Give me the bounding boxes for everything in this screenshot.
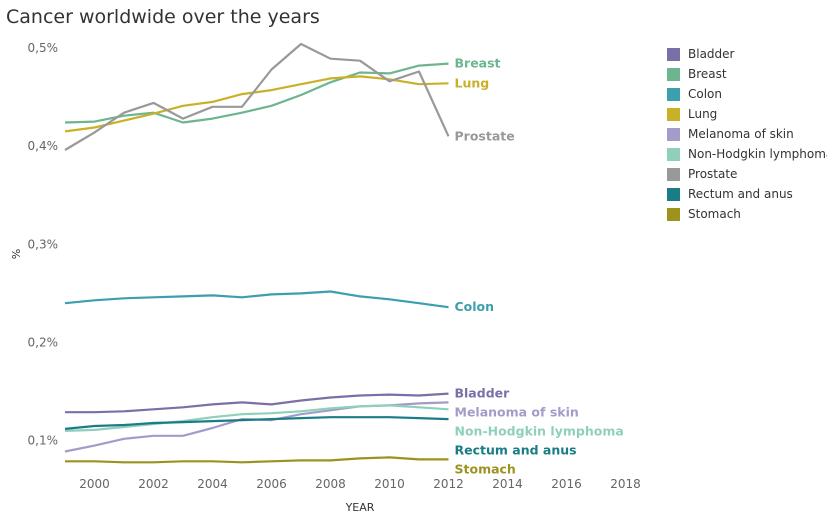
end-label-bladder: Bladder [455,386,511,401]
series-line-rectum-and-anus [64,416,449,430]
x-tick-label: 2000 [79,477,110,491]
series-end-labels: Breast Lung Prostate Colon Bladder Melanoma o… [455,56,624,477]
series-line-prostate [64,42,450,151]
x-axis-title: YEAR [345,501,375,514]
end-label-rectum-and-anus: Rectum and anus [455,443,577,458]
legend-swatch [667,187,680,201]
y-tick-label: 0,2% [28,336,59,350]
legend-label: Lung [688,107,718,121]
legend-label: Non-Hodgkin lymphoma [688,147,827,161]
end-label-lung: Lung [455,75,490,90]
legend-item-bladder[interactable]: Bladder [667,44,827,64]
end-label-melanoma-of-skin: Melanoma of skin [455,405,579,420]
end-label-breast: Breast [455,56,501,71]
legend-item-melanoma-of-skin[interactable]: Melanoma of skin [667,124,827,144]
chart-title: Cancer worldwide over the years [6,6,320,28]
legend-swatch [667,107,680,121]
legend-label: Melanoma of skin [688,127,794,141]
legend-label: Breast [688,67,727,81]
x-tick-label: 2012 [433,477,464,491]
x-tick-label: 2010 [374,477,405,491]
legend-label: Colon [688,87,723,101]
legend-item-lung[interactable]: Lung [667,104,827,124]
x-tick-label: 2016 [551,477,582,491]
legend-swatch [667,47,680,61]
legend-label: Bladder [688,47,735,61]
legend-item-colon[interactable]: Colon [667,84,827,104]
legend-item-non-hodgkin-lymphoma[interactable]: Non-Hodgkin lymphoma [667,144,827,164]
legend-label: Rectum and anus [688,187,793,201]
legend-swatch [667,127,680,141]
y-tick-label: 0,1% [28,434,59,448]
legend-item-breast[interactable]: Breast [667,64,827,84]
end-label-colon: Colon [455,299,495,314]
legend-swatch [667,167,680,181]
legend-swatch [667,207,680,221]
legend: Bladder Breast Colon Lung Melanoma of skin No… [667,44,827,224]
y-tick-label: 0,5% [28,41,59,55]
series-line-breast [64,62,449,124]
x-tick-label: 2018 [610,477,641,491]
legend-swatch [667,147,680,161]
x-tick-label: 2006 [256,477,287,491]
x-tick-label: 2002 [138,477,169,491]
series-line-colon [64,290,449,309]
legend-item-rectum-and-anus[interactable]: Rectum and anus [667,184,827,204]
end-label-prostate: Prostate [455,128,515,143]
series-line-non-hodgkin-lymphoma [64,404,449,432]
legend-swatch [667,87,680,101]
x-tick-label: 2004 [197,477,228,491]
y-tick-label: 0,4% [28,139,59,153]
x-tick-label: 2014 [492,477,523,491]
legend-item-stomach[interactable]: Stomach [667,204,827,224]
series-lines [64,42,450,464]
series-line-stomach [65,456,449,464]
end-label-non-hodgkin-lymphoma: Non-Hodgkin lymphoma [455,424,624,439]
y-tick-label: 0,3% [28,237,59,251]
series-line-lung [64,75,449,133]
x-axis-ticks: 2000 2002 2004 2006 2008 2010 2012 2014 2016 2018 [79,477,641,491]
series-line-bladder [65,392,449,414]
legend-item-prostate[interactable]: Prostate [667,164,827,184]
end-label-stomach: Stomach [455,462,516,477]
legend-swatch [667,67,680,81]
y-axis-ticks: 0,1% 0,2% 0,3% 0,4% 0,5% [28,41,59,448]
legend-label: Stomach [688,207,741,221]
legend-label: Prostate [688,167,738,181]
x-tick-label: 2008 [315,477,346,491]
y-axis-title: % [10,249,23,259]
